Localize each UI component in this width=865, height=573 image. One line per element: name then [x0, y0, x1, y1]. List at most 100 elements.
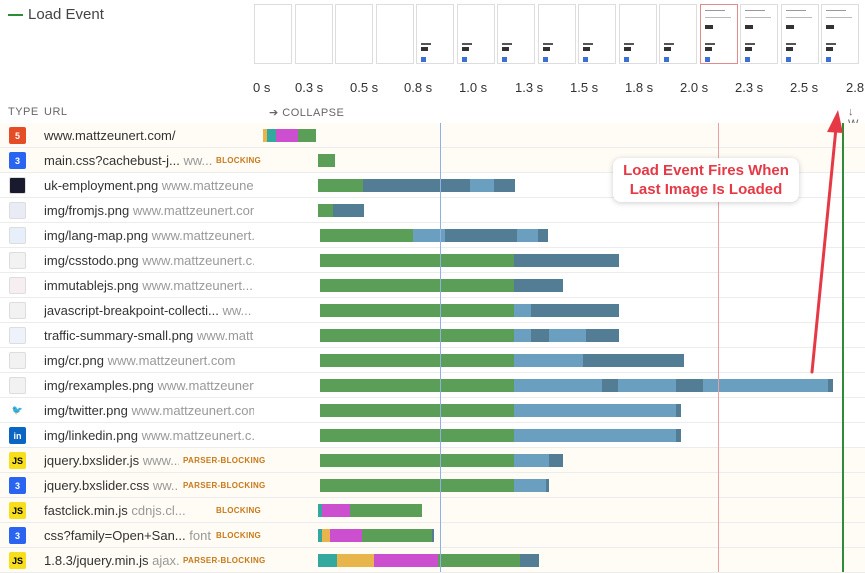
table-row[interactable]: 5 www.mattzeunert.com/: [0, 123, 865, 148]
waterfall-bar-segment[interactable]: [438, 554, 520, 567]
request-url[interactable]: jquery.bxslider.css ww...: [44, 478, 179, 493]
waterfall-bar-segment[interactable]: [520, 554, 539, 567]
collapse-button[interactable]: ➔ COLLAPSE: [269, 107, 345, 119]
waterfall-bar-segment[interactable]: [413, 229, 445, 242]
waterfall-bar-segment[interactable]: [828, 379, 833, 392]
waterfall-bar-segment[interactable]: [445, 229, 517, 242]
filmstrip-frame[interactable]: [497, 4, 535, 64]
waterfall-bar-segment[interactable]: [263, 129, 267, 142]
waterfall-bar-segment[interactable]: [320, 404, 514, 417]
request-url[interactable]: www.mattzeunert.com/: [44, 128, 254, 143]
waterfall-bar-segment[interactable]: [363, 179, 470, 192]
waterfall-bar-segment[interactable]: [514, 279, 563, 292]
request-url[interactable]: jquery.bxslider.js www....: [44, 453, 179, 468]
waterfall-bar-segment[interactable]: [676, 404, 681, 417]
request-url[interactable]: main.css?cachebust-j... ww...: [44, 153, 212, 168]
filmstrip[interactable]: [254, 4, 865, 66]
filmstrip-frame[interactable]: [537, 4, 576, 64]
waterfall-bar-segment[interactable]: [362, 529, 432, 542]
waterfall-bar-segment[interactable]: [320, 354, 514, 367]
filmstrip-frame[interactable]: [578, 4, 616, 64]
waterfall-bar-segment[interactable]: [549, 329, 586, 342]
waterfall-bar-segment[interactable]: [322, 529, 330, 542]
filmstrip-frame[interactable]: [294, 4, 333, 64]
waterfall-bar-segment[interactable]: [586, 329, 619, 342]
request-url[interactable]: css?family=Open+San... font...: [44, 528, 212, 543]
waterfall-bar-segment[interactable]: [514, 354, 583, 367]
waterfall-bar-segment[interactable]: [602, 379, 618, 392]
request-url[interactable]: img/rexamples.png www.mattzeunert.com: [44, 378, 254, 393]
request-url[interactable]: img/twitter.png www.mattzeunert.com: [44, 403, 254, 418]
filmstrip-frame[interactable]: [254, 4, 292, 64]
table-row[interactable]: 3 jquery.bxslider.css ww... PARSER-BLOCKIN…: [0, 473, 865, 498]
waterfall-bar-segment[interactable]: [320, 304, 514, 317]
table-row[interactable]: img/rexamples.png www.mattzeunert.com: [0, 373, 865, 398]
waterfall-bar-segment[interactable]: [546, 479, 549, 492]
filmstrip-frame[interactable]: [699, 4, 738, 64]
waterfall-bar-segment[interactable]: [320, 279, 514, 292]
filmstrip-frame[interactable]: [821, 4, 859, 64]
request-url[interactable]: javascript-breakpoint-collecti... ww...: [44, 303, 254, 318]
waterfall-bar-segment[interactable]: [374, 554, 438, 567]
table-row[interactable]: JS 1.8.3/jquery.min.js ajax... PARSER-BLOC…: [0, 548, 865, 573]
waterfall-bar-segment[interactable]: [703, 379, 828, 392]
table-row[interactable]: img/lang-map.png www.mattzeunert....: [0, 223, 865, 248]
waterfall-bar-segment[interactable]: [531, 329, 549, 342]
filmstrip-frame[interactable]: [456, 4, 495, 64]
waterfall-bar-segment[interactable]: [322, 504, 350, 517]
filmstrip-frame[interactable]: [659, 4, 697, 64]
waterfall-bar-segment[interactable]: [514, 429, 676, 442]
request-url[interactable]: fastclick.min.js cdnjs.cl...: [44, 503, 212, 518]
request-url[interactable]: uk-employment.png www.mattzeuner...: [44, 178, 254, 193]
waterfall-bar-segment[interactable]: [514, 304, 531, 317]
waterfall-bar-segment[interactable]: [538, 229, 548, 242]
waterfall-bar-segment[interactable]: [549, 454, 563, 467]
waterfall-bar-segment[interactable]: [333, 204, 364, 217]
request-url[interactable]: img/csstodo.png www.mattzeunert.c...: [44, 253, 254, 268]
waterfall-bar-segment[interactable]: [514, 479, 546, 492]
waterfall-bar-segment[interactable]: [267, 129, 276, 142]
waterfall-bar-segment[interactable]: [320, 429, 514, 442]
table-row[interactable]: JS jquery.bxslider.js www.... PARSER-BLOCK…: [0, 448, 865, 473]
filmstrip-frame[interactable]: [740, 4, 778, 64]
request-url[interactable]: img/cr.png www.mattzeunert.com: [44, 353, 254, 368]
request-url[interactable]: immutablejs.png www.mattzeunert....: [44, 278, 254, 293]
table-row[interactable]: img/fromjs.png www.mattzeunert.com: [0, 198, 865, 223]
waterfall-bar-segment[interactable]: [318, 154, 335, 167]
waterfall-bar-segment[interactable]: [618, 379, 676, 392]
request-url[interactable]: img/lang-map.png www.mattzeunert....: [44, 228, 254, 243]
waterfall-bar-segment[interactable]: [517, 229, 538, 242]
table-row[interactable]: javascript-breakpoint-collecti... ww...: [0, 298, 865, 323]
table-row[interactable]: 🐦 img/twitter.png www.mattzeunert.com: [0, 398, 865, 423]
waterfall-bar-segment[interactable]: [583, 354, 684, 367]
waterfall-bar-segment[interactable]: [318, 504, 322, 517]
waterfall-bar-segment[interactable]: [330, 529, 362, 542]
waterfall-bar-segment[interactable]: [320, 254, 514, 267]
waterfall-bar-segment[interactable]: [514, 329, 531, 342]
waterfall-bar-segment[interactable]: [676, 379, 703, 392]
table-row[interactable]: img/cr.png www.mattzeunert.com: [0, 348, 865, 373]
request-url[interactable]: img/fromjs.png www.mattzeunert.com: [44, 203, 254, 218]
filmstrip-frame[interactable]: [780, 4, 819, 64]
waterfall-bar-segment[interactable]: [320, 479, 514, 492]
waterfall-bar-segment[interactable]: [470, 179, 494, 192]
request-url[interactable]: traffic-summary-small.png www.matt...: [44, 328, 254, 343]
waterfall-bar-segment[interactable]: [320, 329, 514, 342]
waterfall-bar-segment[interactable]: [494, 179, 515, 192]
table-row[interactable]: JS fastclick.min.js cdnjs.cl... BLOCKING: [0, 498, 865, 523]
table-row[interactable]: img/csstodo.png www.mattzeunert.c...: [0, 248, 865, 273]
waterfall-bar-segment[interactable]: [676, 429, 681, 442]
waterfall-bar-segment[interactable]: [320, 379, 514, 392]
waterfall-bar-segment[interactable]: [514, 454, 549, 467]
table-row[interactable]: in img/linkedin.png www.mattzeunert.c...: [0, 423, 865, 448]
waterfall-bar-segment[interactable]: [318, 179, 363, 192]
waterfall-bar-segment[interactable]: [514, 379, 602, 392]
waterfall-bar-segment[interactable]: [320, 454, 514, 467]
waterfall-bar-segment[interactable]: [514, 254, 619, 267]
waterfall-bar-segment[interactable]: [276, 129, 298, 142]
request-url[interactable]: img/linkedin.png www.mattzeunert.c...: [44, 428, 254, 443]
waterfall-bar-segment[interactable]: [318, 204, 333, 217]
table-row[interactable]: immutablejs.png www.mattzeunert....: [0, 273, 865, 298]
waterfall-bar-segment[interactable]: [320, 229, 413, 242]
waterfall-bar-segment[interactable]: [318, 554, 337, 567]
